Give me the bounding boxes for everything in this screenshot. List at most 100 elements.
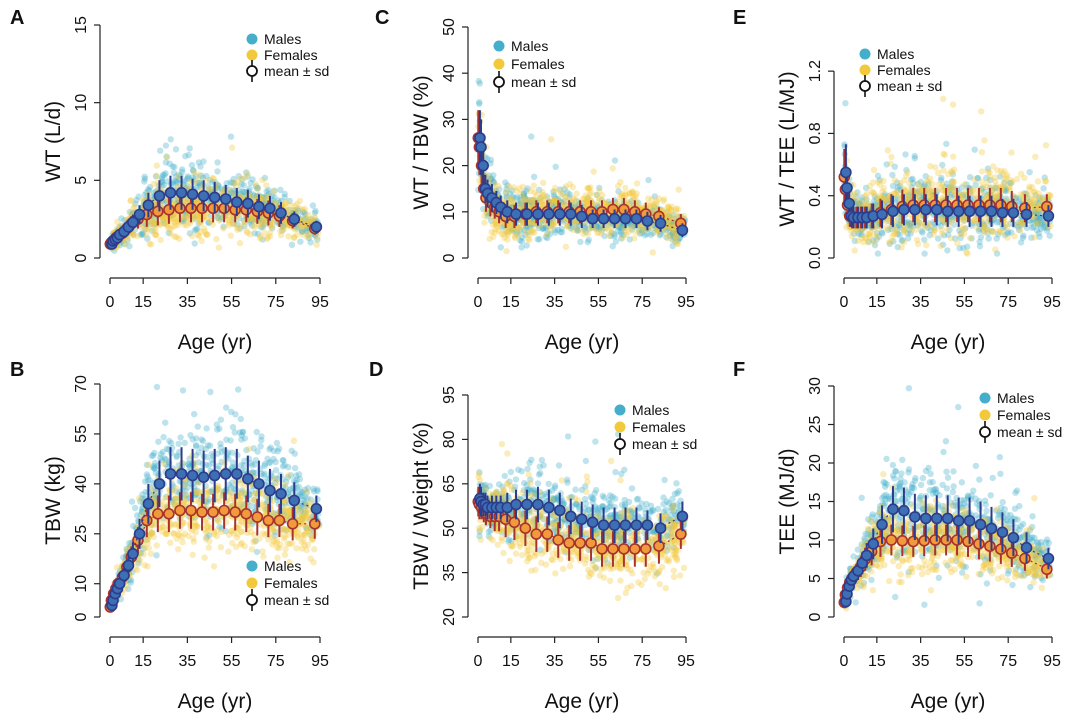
scatter-point-female [491,180,499,188]
scatter-point-female [664,208,672,215]
scatter-point-female [649,249,656,256]
scatter-point-male [521,479,528,487]
mean-point-female [273,514,286,527]
scatter-point-male [172,146,180,153]
scatter-point-female [151,231,158,238]
scatter-point-female [669,225,676,232]
scatter-point-male [146,187,153,194]
scatter-point-male [592,438,599,445]
scatter-point-male [520,190,527,197]
scatter-point-male [295,471,303,478]
scatter-point-female [665,235,672,242]
scatter-point-female [147,550,155,557]
scatter-point-male [562,549,569,556]
scatter-point-male [584,194,592,202]
scatter-point-male [259,236,266,243]
scatter-point-male [488,175,495,182]
scatter-point-male [525,228,532,236]
scatter-point-male [230,175,237,183]
scatter-point-female [225,217,233,224]
scatter-point-female [170,530,177,537]
scatter-point-male [607,232,615,240]
scatter-point-male [551,516,559,523]
scatter-point-male [310,485,317,492]
scatter-point-male [660,508,668,516]
scatter-point-male [252,538,259,545]
scatter-point-male [609,243,616,250]
scatter-point-female [205,184,213,191]
scatter-point-male [573,220,580,227]
mean-point-male [164,468,177,480]
scatter-point-male [275,197,282,204]
scatter-point-male [175,462,182,469]
scatter-point-male [192,443,200,450]
scatter-point-female [231,179,238,186]
scatter-point-male [227,484,235,491]
scatter-point-male [540,516,547,523]
scatter-point-female [536,196,543,204]
scatter-point-female [614,198,621,205]
scatter-point-male [524,185,531,192]
scatter-point-female [251,490,258,497]
scatter-point-male [548,200,555,207]
scatter-point-female [622,227,629,234]
scatter-point-male [543,223,550,230]
mean-point-female [240,507,253,520]
scatter-point-female [236,496,243,504]
scatter-point-male [250,192,258,199]
scatter-point-male [663,533,670,540]
scatter-point-male [551,484,558,491]
scatter-point-female [226,187,234,194]
scatter-point-female [175,173,182,180]
scatter-point-male [505,538,512,545]
scatter-point-female [548,136,555,143]
scatter-point-female [674,205,681,212]
scatter-point-male [223,404,230,411]
scatter-point-female [220,225,227,232]
scatter-point-female [250,531,258,538]
x-tick-label: 75 [633,294,651,311]
scatter-point-female [493,223,500,230]
scatter-point-female [227,232,234,239]
scatter-point-female [205,489,212,496]
scatter-point-male [674,490,681,497]
scatter-point-male [660,500,667,508]
scatter-point-female [143,231,150,238]
scatter-point-female [153,162,160,169]
scatter-point-female [194,177,202,184]
scatter-point-male [574,227,581,234]
scatter-point-female [203,231,210,238]
scatter-point-male [198,172,205,179]
scatter-point-female [151,488,159,496]
scatter-point-male [214,515,221,523]
scatter-point-male [185,461,192,468]
x-tick-label: 0 [106,294,115,311]
scatter-point-female [182,215,189,222]
scatter-point-male [301,510,308,517]
scatter-point-male [650,528,657,535]
scatter-point-male [593,486,600,494]
scatter-point-male [292,464,299,472]
scatter-point-male [179,168,186,175]
scatter-point-female [250,216,257,223]
scatter-point-male [540,217,548,224]
scatter-point-male [485,533,492,540]
scatter-point-male [151,449,158,457]
scatter-point-male [217,216,224,223]
scatter-point-male [626,236,633,243]
panel-letter-d: D [369,359,383,381]
x-tick-label: 55 [223,653,241,670]
scatter-point-female [672,208,680,215]
scatter-point-female [629,188,636,195]
mean-point-male [133,527,146,540]
scatter-point-female [664,217,672,225]
scatter-point-female [214,487,221,494]
scatter-point-male [548,495,555,502]
x-axis-title-a: Age (yr) [178,331,253,354]
scatter-point-male [214,214,221,221]
scatter-point-male [238,432,245,439]
scatter-point-female [515,232,522,239]
scatter-point-female [299,231,307,238]
scatter-point-female [538,198,545,206]
scatter-point-male [605,497,612,504]
